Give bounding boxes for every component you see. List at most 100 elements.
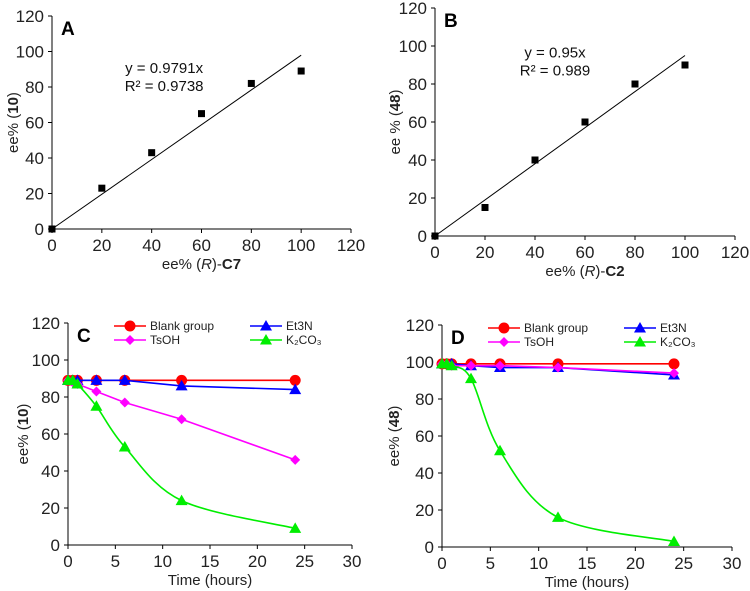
x-tick-label: 30	[723, 554, 742, 573]
y-axis-label: ee% (48)	[386, 406, 403, 467]
x-tick-label: 0	[47, 236, 56, 255]
y-tick-label: 60	[25, 114, 44, 133]
triangle-marker	[668, 535, 680, 546]
x-tick-label: 120	[721, 243, 749, 262]
diamond-marker	[499, 337, 509, 347]
x-tick-label: 30	[343, 552, 362, 571]
square-marker	[681, 61, 689, 69]
legend-label: K₂CO₃	[286, 333, 322, 347]
y-tick-label: 120	[399, 0, 427, 18]
label-text: )	[386, 406, 403, 411]
trendline-equation: y = 0.9791x	[125, 60, 203, 77]
y-tick-label: 80	[415, 390, 434, 409]
trendline-equation: y = 0.95x	[524, 44, 586, 61]
label-text: ee% (	[545, 263, 584, 280]
r-squared-label: R² = 0.989	[520, 62, 590, 79]
circle-marker	[668, 358, 680, 370]
x-tick-label: 20	[92, 236, 111, 255]
chart-panel-c: 0 20 40 60 80 100 120 0 5 10 15 20 25 30 Time (hours) e…	[15, 314, 361, 589]
panel-label: D	[451, 328, 465, 349]
diamond-marker	[553, 362, 563, 373]
y-tick-label: 120	[16, 7, 44, 26]
triangle-marker	[260, 334, 272, 345]
x-tick-label: 40	[142, 236, 161, 255]
square-marker	[297, 67, 305, 75]
legend-label: Blank group	[150, 319, 214, 333]
x-tick-label: 20	[476, 243, 495, 262]
y-axis-label: ee% (10)	[5, 92, 22, 153]
legend-label: K₂CO₃	[660, 335, 696, 349]
x-tick-label: 20	[248, 552, 267, 571]
label-bold: 10	[5, 97, 22, 114]
diamond-marker	[125, 335, 135, 345]
series-line	[67, 379, 296, 530]
label-text: )-	[212, 256, 222, 273]
label-bold: C2	[605, 263, 624, 280]
y-tick-label: 20	[25, 185, 44, 204]
triangle-marker	[175, 494, 188, 506]
legend-item: TsOH	[488, 335, 554, 349]
legend: Blank group Et3N TsOH K₂CO₃	[488, 321, 696, 349]
y-tick-label: 80	[41, 388, 60, 407]
legend-item: Et3N	[250, 319, 313, 333]
x-tick-label: 100	[287, 236, 315, 255]
series-k-co-	[436, 357, 680, 546]
x-axis-label: Time (hours)	[168, 572, 252, 589]
x-tick-label: 80	[626, 243, 645, 262]
y-tick-label: 0	[418, 227, 427, 246]
triangle-marker	[118, 374, 131, 385]
x-tick-label: 120	[337, 236, 365, 255]
legend-label: Et3N	[660, 321, 687, 335]
x-tick-label: 20	[626, 554, 645, 573]
circle-marker	[124, 320, 136, 332]
label-italic: R	[585, 263, 596, 280]
x-tick-label: 5	[486, 554, 495, 573]
x-tick-label: 0	[437, 554, 446, 573]
label-text: )-	[595, 263, 605, 280]
y-tick-label: 40	[408, 151, 427, 170]
square-marker	[98, 184, 106, 192]
y-tick-label: 0	[35, 220, 44, 239]
legend-item: TsOH	[114, 333, 180, 347]
y-tick-label: 100	[32, 351, 60, 370]
x-tick-label: 25	[674, 554, 693, 573]
label-bold: 48	[386, 411, 403, 428]
square-marker	[48, 225, 56, 233]
y-tick-label: 120	[32, 314, 60, 333]
legend-item: Et3N	[624, 321, 687, 335]
square-marker	[531, 156, 539, 164]
label-text: ee% (	[5, 114, 22, 153]
y-tick-label: 120	[406, 316, 434, 335]
diamond-marker	[495, 360, 505, 371]
diamond-marker	[466, 360, 476, 371]
y-tick-label: 20	[408, 189, 427, 208]
y-tick-label: 40	[25, 149, 44, 168]
label-text: )	[15, 404, 32, 409]
x-axis-label: Time (hours)	[545, 574, 629, 591]
x-tick-label: 10	[153, 552, 172, 571]
label-text: Time (hours)	[168, 572, 252, 589]
legend-item: Blank group	[114, 319, 214, 333]
y-tick-label: 100	[406, 353, 434, 372]
y-tick-label: 0	[425, 538, 434, 557]
triangle-marker	[552, 511, 564, 522]
label-text: ee% (	[15, 425, 32, 464]
diamond-marker	[176, 414, 187, 425]
chart-panel-b: 0 20 40 60 80 100 120 0 20 40 60 80 100 120 ee% (R)-C2…	[387, 0, 749, 280]
series-k-co-	[62, 374, 302, 533]
legend-item: K₂CO₃	[624, 335, 696, 349]
label-text: ee% (	[386, 427, 403, 466]
diamond-marker	[91, 386, 102, 397]
triangle-marker	[494, 444, 506, 456]
x-tick-label: 15	[201, 552, 220, 571]
legend-item: Blank group	[488, 321, 588, 335]
square-marker	[581, 118, 589, 126]
legend-label: Et3N	[286, 319, 313, 333]
square-marker	[431, 232, 439, 240]
circle-marker	[498, 322, 510, 334]
square-marker	[198, 110, 205, 118]
legend-label: TsOH	[524, 335, 554, 349]
diamond-marker	[669, 368, 679, 379]
circle-marker	[289, 374, 301, 386]
